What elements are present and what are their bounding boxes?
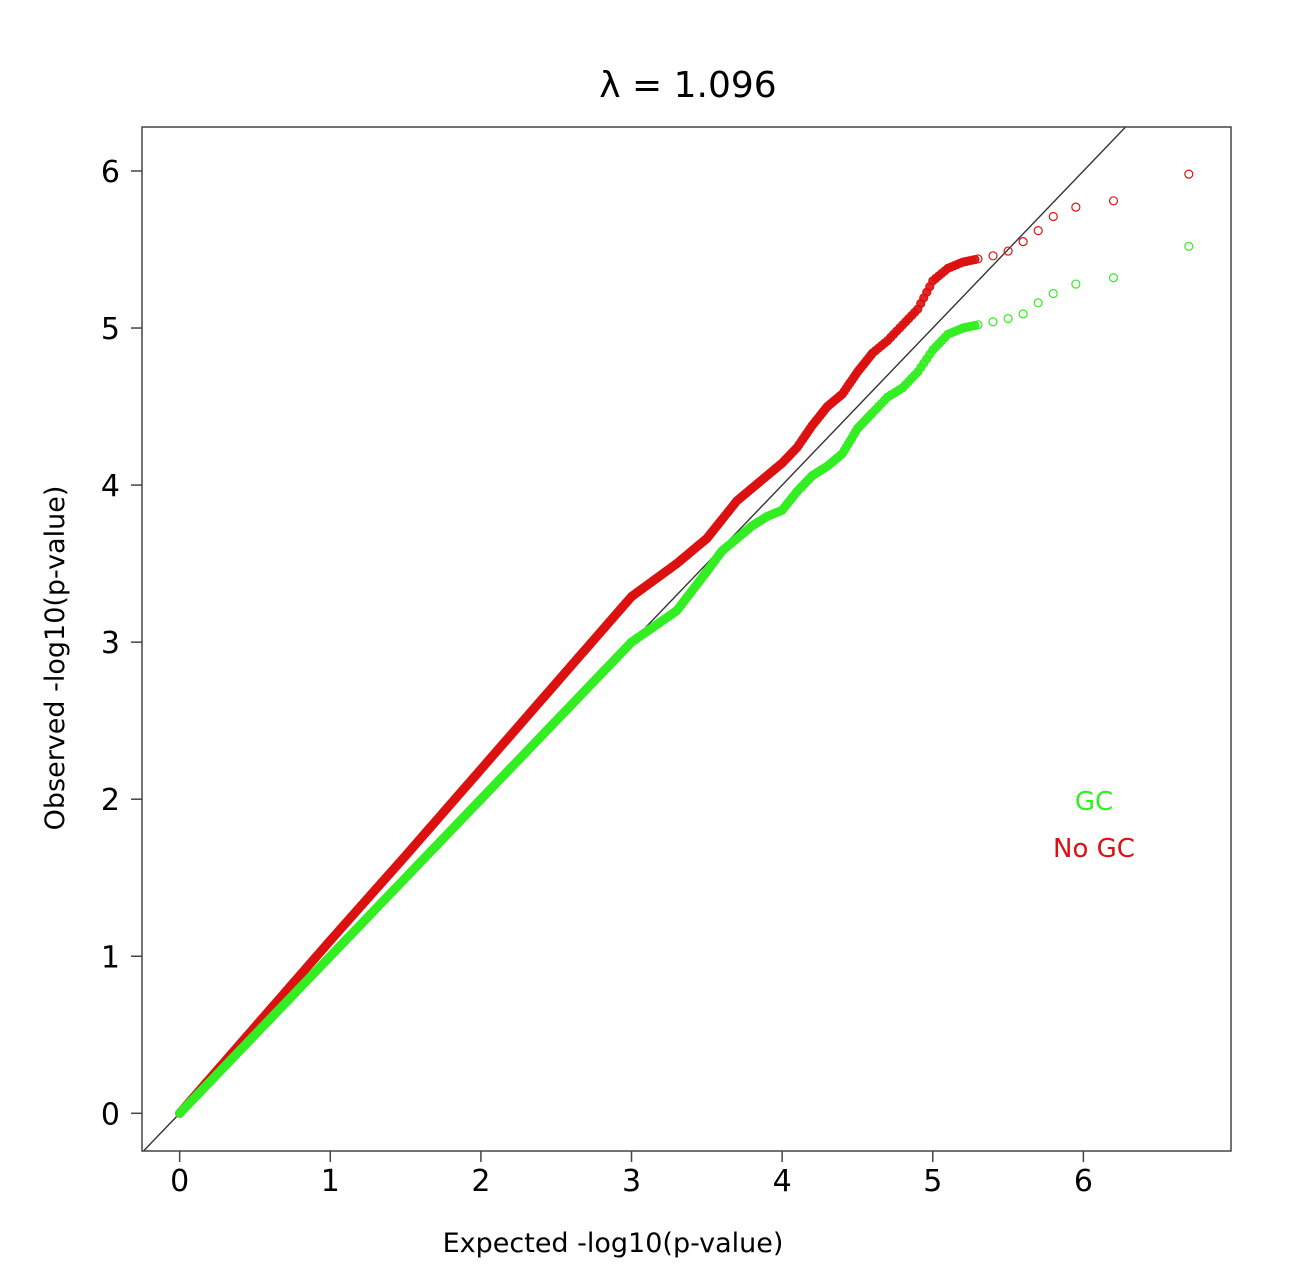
legend-label-gc: GC: [1075, 787, 1113, 817]
y-tick-label: 0: [101, 1097, 120, 1132]
data-point: [973, 254, 983, 264]
plot-frame: [141, 126, 1232, 1152]
x-tick-label: 0: [170, 1164, 189, 1199]
data-point: [1071, 279, 1081, 289]
points-layer: [175, 169, 1194, 1118]
data-point: [1048, 211, 1058, 222]
data-point: [1108, 273, 1119, 283]
y-tick-label: 1: [101, 940, 120, 975]
data-point: [1018, 309, 1028, 319]
legend: GC No GC: [1053, 787, 1135, 864]
legend-label-no-gc: No GC: [1053, 834, 1135, 864]
data-point: [1071, 202, 1081, 212]
data-point: [988, 317, 998, 327]
y-axis: 0 1 2 3 4 5 6: [101, 155, 142, 1132]
y-tick-label: 5: [101, 312, 120, 347]
x-tick-label: 2: [471, 1164, 490, 1199]
data-point: [1033, 298, 1043, 308]
x-axis: 0 1 2 3 4 5 6: [170, 1151, 1093, 1199]
x-tick-label: 6: [1074, 1164, 1093, 1199]
series-no-gc: [175, 169, 1194, 1118]
data-point: [1003, 246, 1013, 256]
x-axis-title: Expected -log10(p-value): [443, 1228, 784, 1259]
data-point: [1184, 169, 1194, 179]
data-point: [1033, 226, 1043, 236]
chart-title: λ = 1.096: [599, 65, 776, 106]
series-gc: [175, 241, 1194, 1118]
data-point: [1048, 288, 1058, 299]
y-tick-label: 6: [101, 155, 120, 190]
x-tick-label: 1: [321, 1164, 340, 1199]
data-point: [1003, 314, 1013, 324]
y-tick-label: 2: [101, 783, 120, 818]
data-point: [1108, 196, 1119, 206]
data-point: [1018, 237, 1028, 247]
x-tick-label: 4: [773, 1164, 792, 1199]
x-tick-label: 3: [622, 1164, 641, 1199]
data-point: [1184, 241, 1194, 251]
y-tick-label: 4: [101, 469, 120, 504]
data-point: [988, 251, 998, 261]
x-tick-label: 5: [923, 1164, 942, 1199]
y-axis-title: Observed -log10(p-value): [40, 486, 71, 831]
data-point: [973, 320, 983, 330]
y-tick-label: 3: [101, 626, 120, 661]
